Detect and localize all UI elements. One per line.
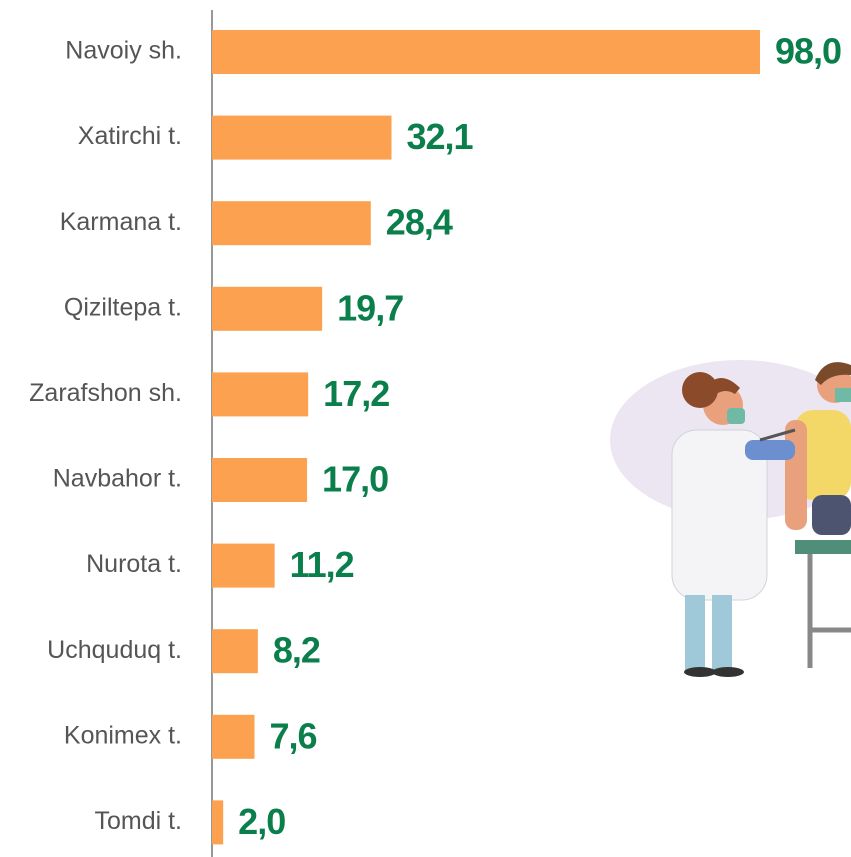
value-label: 2,0 xyxy=(238,801,285,842)
bar xyxy=(212,30,760,74)
bar xyxy=(212,115,392,160)
category-label: Navoiy sh. xyxy=(65,37,182,65)
bar xyxy=(212,800,224,845)
category-label: Qiziltepa t. xyxy=(64,293,182,321)
category-label: Navbahor t. xyxy=(53,465,182,493)
value-label: 32,1 xyxy=(406,116,473,157)
value-label: 17,2 xyxy=(323,373,389,414)
value-label: 11,2 xyxy=(290,544,354,585)
value-label: 19,7 xyxy=(337,287,403,328)
bar xyxy=(212,286,323,331)
value-label: 98,0 xyxy=(775,31,841,72)
category-label: Karmana t. xyxy=(60,208,182,236)
category-label: Xatirchi t. xyxy=(78,122,182,150)
illustration xyxy=(610,360,851,677)
category-label: Zarafshon sh. xyxy=(29,379,182,407)
bar xyxy=(212,543,275,588)
value-label: 8,2 xyxy=(273,630,320,671)
bar xyxy=(212,372,309,417)
bar xyxy=(212,629,258,674)
bar xyxy=(212,201,371,246)
category-label: Nurota t. xyxy=(86,550,182,578)
value-label: 17,0 xyxy=(322,459,388,500)
category-label: Uchquduq t. xyxy=(47,636,182,664)
bar xyxy=(212,714,255,759)
value-label: 7,6 xyxy=(269,715,316,756)
category-label: Tomdi t. xyxy=(94,807,182,835)
category-label: Konimex t. xyxy=(64,721,182,749)
value-label: 28,4 xyxy=(386,202,453,243)
bar xyxy=(212,458,308,502)
